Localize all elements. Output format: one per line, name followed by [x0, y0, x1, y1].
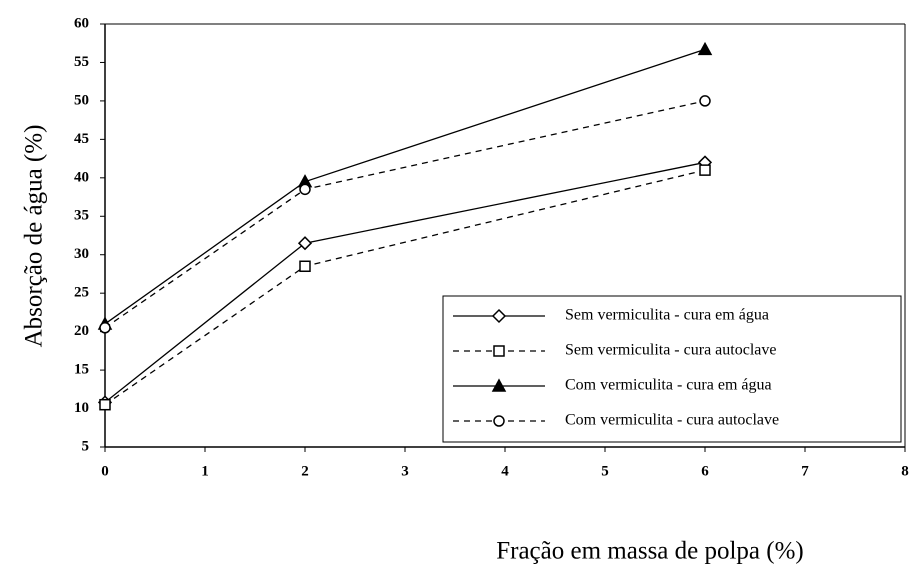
y-tick-label: 45	[74, 131, 89, 147]
y-tick-label: 40	[74, 169, 89, 185]
y-tick-label: 30	[74, 246, 89, 262]
y-tick-label: 50	[74, 92, 89, 108]
legend-label: Com vermiculita - cura em água	[565, 377, 772, 394]
marker	[699, 164, 711, 176]
y-tick-label: 20	[74, 323, 89, 339]
y-axis-title: Absorção de água (%)	[21, 125, 48, 348]
legend-label: Sem vermiculita - cura autoclave	[565, 342, 776, 359]
series-line	[104, 100, 706, 329]
x-tick-label: 5	[601, 463, 609, 479]
marker	[99, 398, 111, 411]
x-tick-label: 7	[801, 463, 809, 479]
legend-label: Com vermiculita - cura autoclave	[565, 412, 779, 429]
marker	[297, 236, 313, 251]
x-tick-label: 2	[301, 463, 309, 479]
y-tick-label: 55	[74, 54, 89, 70]
legend-box	[442, 295, 902, 443]
y-tick-label: 35	[74, 208, 89, 224]
marker	[493, 415, 505, 427]
y-tick-label: 5	[82, 438, 90, 454]
x-tick-label: 8	[901, 463, 909, 479]
marker	[697, 41, 713, 56]
y-tick-label: 60	[74, 15, 89, 31]
marker	[699, 95, 711, 107]
x-tick-label: 0	[101, 463, 109, 479]
marker	[493, 345, 505, 357]
y-tick-label: 10	[74, 400, 89, 416]
y-tick-label: 25	[74, 285, 89, 301]
marker	[491, 308, 507, 324]
marker	[299, 260, 311, 273]
marker	[99, 322, 111, 334]
y-tick-label: 15	[74, 362, 89, 378]
series-line	[104, 48, 706, 325]
x-tick-label: 6	[701, 463, 709, 479]
marker	[299, 183, 311, 196]
x-tick-label: 1	[201, 463, 209, 479]
x-axis-title: Fração em massa de polpa (%)	[496, 538, 804, 565]
marker	[491, 378, 507, 392]
x-tick-label: 4	[501, 463, 509, 479]
legend-label: Sem vermiculita - cura em água	[565, 307, 769, 324]
x-tick-label: 3	[401, 463, 409, 479]
